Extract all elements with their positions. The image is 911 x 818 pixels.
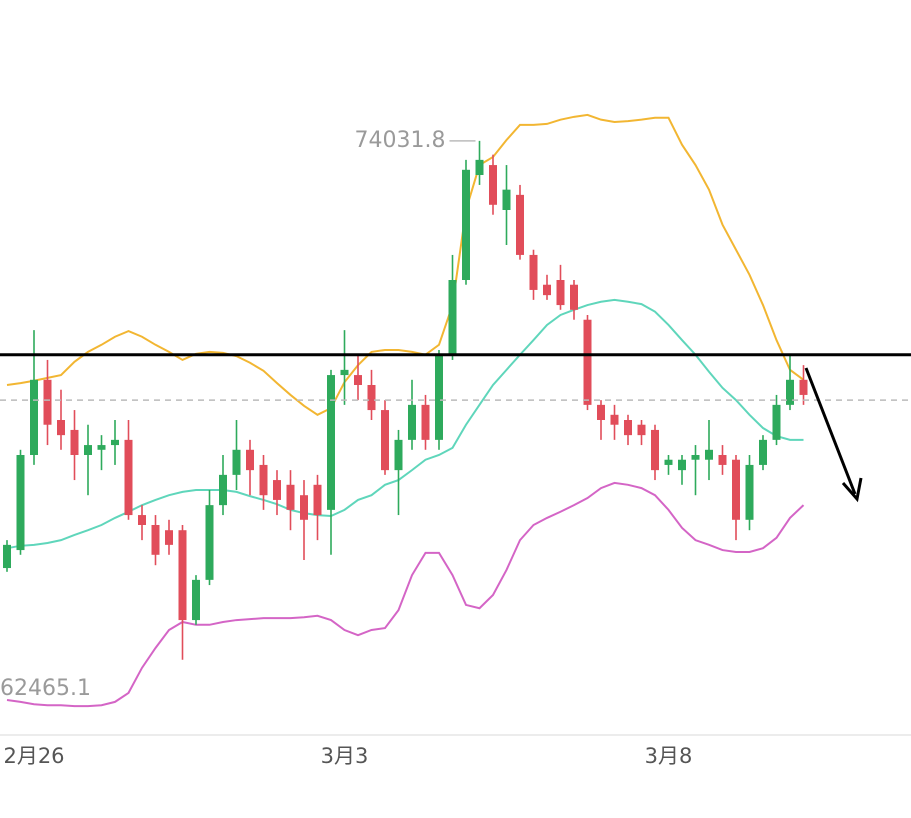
candle-body <box>529 254 538 290</box>
candle-body <box>597 404 605 420</box>
candle-body <box>651 429 659 471</box>
candle-body <box>435 354 443 440</box>
candle-body <box>759 439 767 465</box>
candle-body <box>165 530 173 545</box>
candle-body <box>57 420 65 436</box>
candle-body <box>408 404 416 440</box>
candle-body <box>516 194 524 255</box>
candle-body <box>475 159 484 175</box>
candle-body <box>313 484 322 516</box>
candle-body <box>70 429 79 455</box>
candle-body <box>340 369 349 376</box>
candle-body <box>43 379 52 425</box>
candle-body <box>124 439 133 516</box>
candle-body <box>232 449 241 475</box>
candle-body <box>97 445 106 450</box>
candle-body <box>421 404 430 440</box>
candle-body <box>30 379 38 455</box>
x-tick-label: 3月3 <box>321 744 369 768</box>
x-tick-label: 2月26 <box>3 744 64 768</box>
candle-body <box>300 495 308 520</box>
candle-body <box>246 449 254 471</box>
candle-body <box>732 459 740 520</box>
candle-body <box>151 525 160 555</box>
trend-arrow <box>804 367 863 503</box>
candle-body <box>799 379 808 395</box>
max-annotation: 74031.8 <box>355 128 446 153</box>
candle-body <box>786 379 794 405</box>
candle-body <box>286 484 295 510</box>
candle-body <box>691 455 700 460</box>
candle-body <box>381 410 389 471</box>
arrow-shaft <box>804 367 857 495</box>
candle-body <box>678 459 686 471</box>
candle-body <box>259 464 268 496</box>
candle-body <box>448 280 457 355</box>
candle-body <box>138 515 146 525</box>
band-line <box>6 113 805 416</box>
candle-body <box>111 439 119 446</box>
candle-body <box>772 404 781 440</box>
candle-body <box>583 319 592 405</box>
candle-body <box>394 439 403 471</box>
band-line <box>6 298 804 550</box>
x-tick-label: 3月8 <box>645 744 693 768</box>
candle-body <box>219 474 227 506</box>
candle-body <box>367 385 376 411</box>
levels <box>0 353 911 401</box>
candle-body <box>3 544 11 569</box>
band-line <box>6 481 805 708</box>
candle-body <box>543 284 551 296</box>
candle-body <box>745 464 754 520</box>
candle-body <box>327 375 335 510</box>
candle-body <box>178 530 187 621</box>
candle-body <box>192 579 200 621</box>
candle-body <box>610 414 619 425</box>
candle-body <box>273 480 281 500</box>
labels: 2月26 3月3 3月8 74031.8 62465.1 <box>0 128 692 768</box>
candle-body <box>637 424 646 436</box>
candle-body <box>556 280 565 306</box>
candle-body <box>664 459 673 465</box>
candle-body <box>462 169 470 280</box>
candle-body <box>489 165 497 205</box>
candle-body <box>624 420 632 436</box>
candle-body <box>84 445 92 455</box>
candle-body <box>718 455 727 465</box>
candle-body <box>570 284 578 310</box>
candle-body <box>705 449 713 460</box>
candle-body <box>354 375 362 385</box>
candle-body <box>16 455 25 551</box>
candle-body <box>502 189 511 210</box>
min-annotation: 62465.1 <box>0 676 91 701</box>
arrow-head <box>841 477 863 503</box>
bands <box>6 113 805 708</box>
candle-body <box>205 505 214 580</box>
